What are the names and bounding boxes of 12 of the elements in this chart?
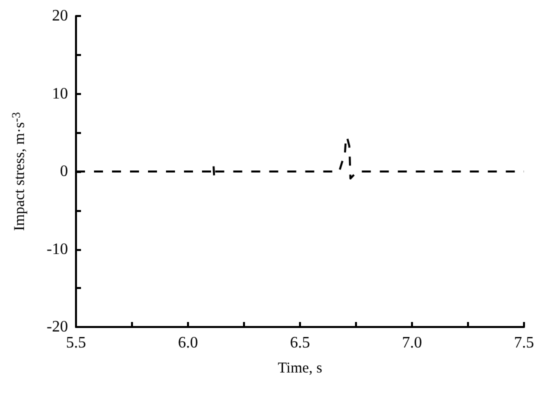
y-tick-label: 10 <box>52 85 68 102</box>
y-tick-label: 0 <box>60 163 68 180</box>
x-axis-title: Time, s <box>278 360 322 376</box>
x-tick-label: 7.0 <box>402 334 422 352</box>
y-axis-title: Impact stress, m·s-3 <box>9 112 28 231</box>
y-tick-label: -20 <box>46 318 68 336</box>
x-tick-label: 6.0 <box>178 334 198 352</box>
x-tick-label: 6.5 <box>290 334 310 352</box>
y-tick-label: -10 <box>46 240 68 258</box>
y-tick-label: 20 <box>52 8 68 24</box>
x-tick-label: 5.5 <box>66 334 86 352</box>
x-tick-label: 7.5 <box>514 334 534 352</box>
